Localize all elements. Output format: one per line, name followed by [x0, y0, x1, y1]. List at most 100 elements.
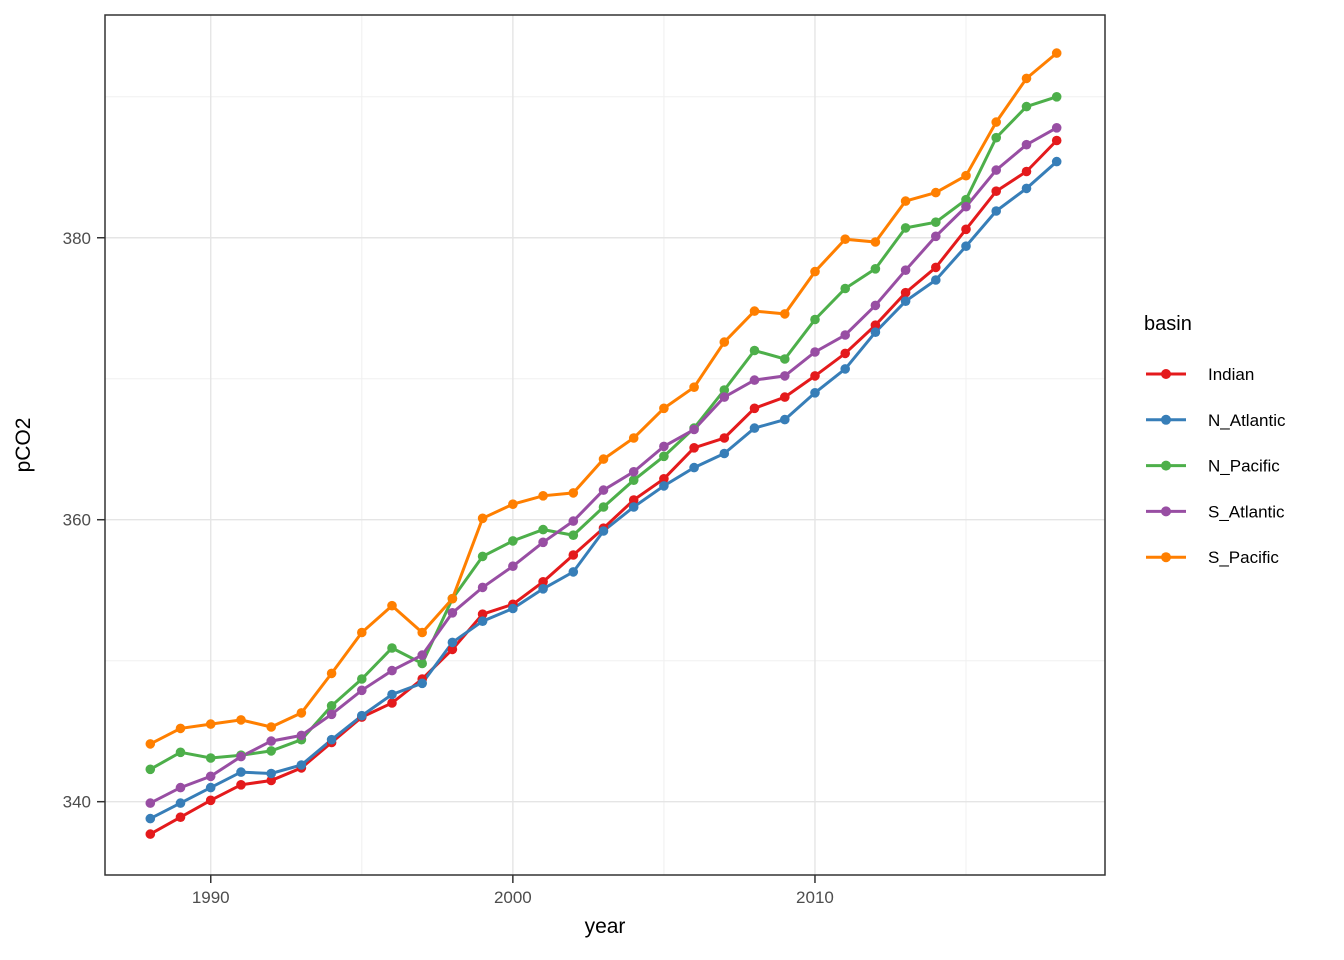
- data-point: [991, 206, 1001, 216]
- data-point: [387, 698, 397, 708]
- series-line-S_Pacific: [149, 51, 1058, 746]
- data-point: [538, 537, 548, 548]
- data-point: [598, 485, 609, 495]
- data-point: [689, 424, 699, 435]
- data-point: [205, 795, 216, 806]
- data-point: [840, 348, 850, 359]
- data-point: [931, 262, 941, 273]
- legend-label-S_Pacific: S_Pacific: [1208, 548, 1279, 567]
- data-point: [719, 448, 730, 459]
- series-line-S_Atlantic: [149, 126, 1058, 805]
- data-point: [357, 710, 367, 721]
- legend-title: basin: [1144, 313, 1192, 335]
- data-point: [387, 665, 397, 676]
- data-point: [900, 223, 911, 233]
- data-point: [659, 451, 669, 462]
- data-point: [508, 603, 518, 614]
- x-axis-title: year: [585, 915, 626, 938]
- data-point: [810, 388, 820, 398]
- data-point: [900, 287, 911, 298]
- data-point: [508, 536, 518, 546]
- data-point: [175, 812, 186, 822]
- data-point: [810, 314, 820, 325]
- legend-key-point-S_Pacific: [1161, 552, 1171, 563]
- data-point: [870, 264, 881, 274]
- panel-border: [104, 14, 1106, 876]
- data-point: [931, 231, 941, 242]
- data-point: [417, 627, 428, 638]
- data-point: [508, 561, 518, 571]
- data-point: [357, 685, 367, 696]
- x-tick-label: 2000: [494, 888, 532, 907]
- data-point: [477, 609, 488, 619]
- data-point: [1021, 101, 1032, 112]
- legend-item-Indian: Indian: [1146, 365, 1254, 384]
- data-point: [145, 764, 156, 775]
- data-point: [749, 306, 760, 316]
- data-point: [931, 275, 941, 285]
- data-point: [568, 530, 579, 540]
- data-point: [961, 170, 971, 181]
- data-point: [326, 709, 337, 720]
- data-point: [205, 753, 216, 763]
- x-tick-label: 1990: [192, 888, 230, 907]
- data-point: [1051, 123, 1062, 133]
- data-point: [931, 187, 941, 198]
- y-tick-label: 360: [63, 511, 91, 530]
- data-point: [1021, 166, 1032, 177]
- series-points-S_Pacific: [145, 48, 1062, 749]
- data-point: [659, 474, 669, 484]
- data-point: [296, 730, 307, 741]
- data-point: [568, 488, 579, 498]
- data-point: [236, 780, 246, 790]
- data-point: [780, 309, 790, 319]
- data-point: [387, 600, 397, 611]
- data-point: [749, 403, 760, 414]
- data-point: [266, 722, 277, 732]
- data-point: [749, 345, 760, 356]
- series-points-N_Pacific: [145, 92, 1062, 775]
- data-point: [810, 371, 820, 381]
- data-point: [175, 723, 186, 734]
- data-point: [598, 502, 609, 512]
- data-point: [205, 771, 216, 782]
- data-point: [447, 637, 458, 648]
- data-point: [780, 371, 790, 381]
- y-axis-title: pCO2: [12, 418, 35, 473]
- data-point: [145, 798, 156, 808]
- data-point: [961, 241, 971, 251]
- data-point: [326, 734, 337, 745]
- data-point: [357, 627, 367, 638]
- data-point: [749, 375, 760, 385]
- data-point: [810, 266, 820, 277]
- data-point: [447, 608, 458, 618]
- legend: basin Indian N_Atlantic N_Pacific S_Atlanti…: [1144, 313, 1286, 567]
- data-point: [145, 829, 156, 839]
- data-point: [659, 481, 669, 491]
- legend-key-point-S_Atlantic: [1161, 506, 1171, 517]
- data-point: [628, 495, 639, 505]
- data-point: [780, 414, 790, 425]
- data-point: [659, 403, 669, 414]
- data-point: [991, 186, 1001, 196]
- data-point: [719, 433, 730, 443]
- data-point: [780, 392, 790, 402]
- data-point: [598, 526, 609, 536]
- data-point: [447, 593, 458, 604]
- legend-item-S_Atlantic: S_Atlantic: [1146, 502, 1285, 521]
- data-point: [1021, 139, 1032, 150]
- data-point: [628, 502, 639, 512]
- legend-item-S_Pacific: S_Pacific: [1146, 548, 1279, 567]
- data-point: [1021, 73, 1032, 84]
- data-point: [719, 337, 730, 347]
- data-point: [628, 433, 639, 443]
- data-point: [326, 701, 337, 711]
- data-point: [326, 668, 337, 679]
- data-point: [205, 719, 216, 729]
- data-point: [961, 201, 971, 212]
- data-point: [961, 194, 971, 205]
- axis-layer: 340 360 380 1990 2000 2010: [63, 229, 834, 907]
- data-point: [991, 165, 1001, 175]
- series-points-S_Atlantic: [145, 123, 1062, 808]
- data-point: [266, 768, 277, 779]
